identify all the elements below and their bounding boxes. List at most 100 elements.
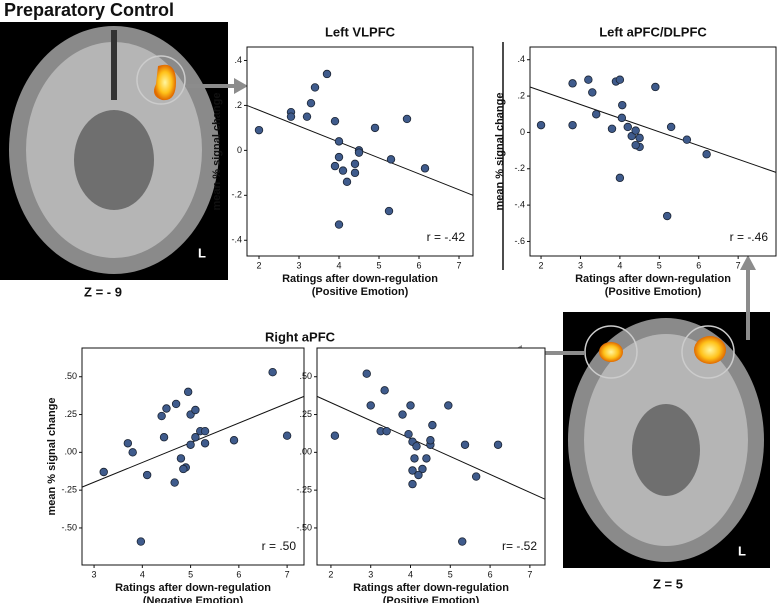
data-point xyxy=(330,431,340,440)
y-tick-label: -.4 xyxy=(231,235,242,245)
data-point xyxy=(414,470,423,480)
x-tick-label: 6 xyxy=(236,569,241,579)
data-point xyxy=(380,386,389,395)
y-tick-label: .4 xyxy=(517,54,525,64)
data-point xyxy=(186,440,195,449)
y-axis-label: mean % signal change xyxy=(494,93,506,211)
y-tick-label: .4 xyxy=(234,55,242,65)
data-point xyxy=(615,75,625,84)
data-point xyxy=(157,411,166,421)
slice-label: Z = - 9 xyxy=(84,284,122,299)
data-point xyxy=(159,433,169,442)
data-point xyxy=(422,454,431,463)
data-point xyxy=(623,122,632,132)
data-point xyxy=(460,440,470,449)
data-point xyxy=(350,159,360,169)
data-point xyxy=(607,124,617,133)
plot-frame xyxy=(81,347,305,566)
x-axis-label: Ratings after down-regulation xyxy=(353,582,509,594)
data-point xyxy=(142,470,152,480)
data-point xyxy=(136,537,146,546)
data-point xyxy=(310,83,320,92)
data-point xyxy=(338,166,348,175)
data-point xyxy=(330,161,340,171)
x-tick-label: 7 xyxy=(527,569,532,579)
data-point xyxy=(568,79,577,88)
data-point xyxy=(702,150,711,159)
x-tick-label: 6 xyxy=(696,260,701,270)
data-point xyxy=(420,164,430,173)
data-point xyxy=(406,401,415,410)
y-tick-label: 0 xyxy=(237,145,242,155)
data-point xyxy=(386,155,396,164)
data-point xyxy=(631,140,640,150)
data-point xyxy=(384,206,394,216)
data-point xyxy=(350,168,360,178)
data-point xyxy=(412,442,421,451)
data-point xyxy=(254,125,264,135)
data-point xyxy=(200,439,210,448)
x-tick-label: 3 xyxy=(296,260,301,270)
data-point xyxy=(99,467,108,477)
y-tick-label: .50 xyxy=(64,371,77,381)
data-point xyxy=(191,433,200,442)
data-point xyxy=(306,98,316,108)
data-point xyxy=(330,116,340,126)
data-point xyxy=(370,123,380,133)
data-point xyxy=(191,405,200,415)
y-tick-label: -.2 xyxy=(514,163,525,173)
data-point xyxy=(588,88,597,97)
x-tick-label: 5 xyxy=(448,569,453,579)
data-point xyxy=(382,426,391,436)
correlation-label: r= -.52 xyxy=(502,539,537,553)
data-point xyxy=(666,122,676,132)
x-tick-label: 3 xyxy=(578,260,583,270)
brain-image-axial: L xyxy=(563,312,770,568)
data-point xyxy=(162,404,171,413)
data-point xyxy=(408,466,417,475)
side-label: L xyxy=(198,245,206,260)
plot-frame xyxy=(529,46,777,257)
data-point xyxy=(615,173,625,183)
data-point xyxy=(418,464,427,474)
data-point xyxy=(366,401,375,410)
y-tick-label: .00 xyxy=(64,447,77,457)
data-point xyxy=(458,537,467,546)
x-tick-label: 5 xyxy=(376,260,381,270)
data-point xyxy=(183,387,193,397)
x-tick-label: 4 xyxy=(140,569,145,579)
slice-label: Z = 5 xyxy=(653,576,683,591)
x-tick-label: 3 xyxy=(368,569,373,579)
data-point xyxy=(402,114,412,124)
data-point xyxy=(471,472,481,481)
data-point xyxy=(631,126,640,135)
data-point xyxy=(171,399,181,409)
y-tick-label: .25 xyxy=(299,409,312,419)
x-tick-label: 7 xyxy=(736,260,741,270)
data-point xyxy=(354,148,364,157)
y-tick-label: .2 xyxy=(517,90,525,100)
x-axis-label: Ratings after down-regulation xyxy=(282,273,438,285)
y-tick-label: -.50 xyxy=(296,522,312,532)
y-tick-label: -.2 xyxy=(231,190,242,200)
correlation-label: r = -.42 xyxy=(427,230,466,244)
chart-title: Left VLPFC xyxy=(325,24,396,39)
data-point xyxy=(426,436,435,445)
x-axis-label: (Positive Emotion) xyxy=(383,595,480,603)
x-tick-label: 2 xyxy=(256,260,261,270)
data-point xyxy=(536,120,546,130)
y-tick-label: -.25 xyxy=(61,485,77,495)
data-point xyxy=(334,137,344,146)
data-point xyxy=(170,478,179,487)
data-point xyxy=(123,439,133,448)
data-point xyxy=(286,112,296,121)
x-axis-label: Ratings after down-regulation xyxy=(115,582,271,594)
data-point xyxy=(398,410,407,419)
correlation-label: r = -.46 xyxy=(730,230,769,244)
y-tick-label: -.50 xyxy=(61,522,77,532)
x-tick-label: 4 xyxy=(617,260,622,270)
y-tick-label: .25 xyxy=(64,409,77,419)
chart-title: Left aPFC/DLPFC xyxy=(599,24,707,39)
data-point xyxy=(128,448,137,457)
y-tick-label: .00 xyxy=(299,447,312,457)
